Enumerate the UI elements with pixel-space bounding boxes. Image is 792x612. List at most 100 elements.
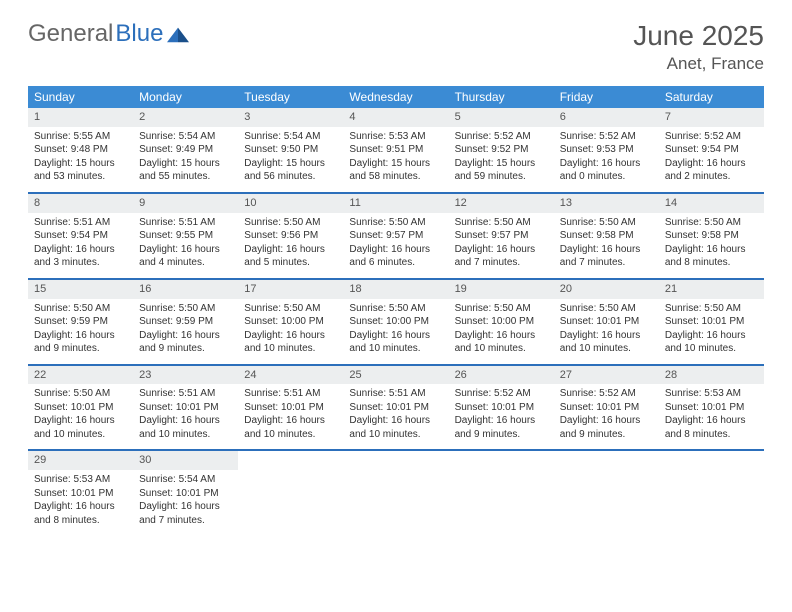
dow-cell: Thursday bbox=[449, 86, 554, 108]
day-body: Sunrise: 5:51 AMSunset: 10:01 PMDaylight… bbox=[133, 384, 238, 449]
day-body: Sunrise: 5:51 AMSunset: 9:54 PMDaylight:… bbox=[28, 213, 133, 278]
day-body: Sunrise: 5:50 AMSunset: 10:01 PMDaylight… bbox=[659, 299, 764, 364]
day-number: 5 bbox=[449, 108, 554, 127]
sunset-line: Sunset: 9:55 PM bbox=[139, 229, 232, 243]
day-cell: 2Sunrise: 5:54 AMSunset: 9:49 PMDaylight… bbox=[133, 108, 238, 192]
week-row: 29Sunrise: 5:53 AMSunset: 10:01 PMDaylig… bbox=[28, 449, 764, 535]
day-number: 20 bbox=[554, 280, 659, 299]
daylight-line: Daylight: 16 hours and 9 minutes. bbox=[560, 414, 653, 441]
sunset-line: Sunset: 10:01 PM bbox=[34, 401, 127, 415]
day-cell: 17Sunrise: 5:50 AMSunset: 10:00 PMDaylig… bbox=[238, 280, 343, 364]
day-cell: 26Sunrise: 5:52 AMSunset: 10:01 PMDaylig… bbox=[449, 366, 554, 450]
day-body: Sunrise: 5:52 AMSunset: 10:01 PMDaylight… bbox=[449, 384, 554, 449]
day-cell bbox=[343, 451, 448, 535]
day-body: Sunrise: 5:50 AMSunset: 10:01 PMDaylight… bbox=[28, 384, 133, 449]
daylight-line: Daylight: 16 hours and 5 minutes. bbox=[244, 243, 337, 270]
sunrise-line: Sunrise: 5:55 AM bbox=[34, 130, 127, 144]
logo-text-gray: General bbox=[28, 20, 113, 48]
sunrise-line: Sunrise: 5:50 AM bbox=[455, 216, 548, 230]
day-cell: 10Sunrise: 5:50 AMSunset: 9:56 PMDayligh… bbox=[238, 194, 343, 278]
sunset-line: Sunset: 9:49 PM bbox=[139, 143, 232, 157]
sunrise-line: Sunrise: 5:52 AM bbox=[560, 130, 653, 144]
day-body bbox=[554, 470, 659, 534]
day-number: 25 bbox=[343, 366, 448, 385]
day-body: Sunrise: 5:52 AMSunset: 10:01 PMDaylight… bbox=[554, 384, 659, 449]
day-number: 2 bbox=[133, 108, 238, 127]
location: Anet, France bbox=[633, 54, 764, 74]
sunrise-line: Sunrise: 5:50 AM bbox=[139, 302, 232, 316]
dow-cell: Tuesday bbox=[238, 86, 343, 108]
day-body: Sunrise: 5:50 AMSunset: 10:00 PMDaylight… bbox=[238, 299, 343, 364]
sunset-line: Sunset: 9:57 PM bbox=[349, 229, 442, 243]
day-body: Sunrise: 5:52 AMSunset: 9:52 PMDaylight:… bbox=[449, 127, 554, 192]
logo-text-blue: Blue bbox=[115, 20, 163, 48]
day-cell: 19Sunrise: 5:50 AMSunset: 10:00 PMDaylig… bbox=[449, 280, 554, 364]
day-cell: 28Sunrise: 5:53 AMSunset: 10:01 PMDaylig… bbox=[659, 366, 764, 450]
day-body: Sunrise: 5:50 AMSunset: 10:00 PMDaylight… bbox=[343, 299, 448, 364]
sunrise-line: Sunrise: 5:51 AM bbox=[34, 216, 127, 230]
day-body: Sunrise: 5:50 AMSunset: 9:59 PMDaylight:… bbox=[28, 299, 133, 364]
day-cell: 18Sunrise: 5:50 AMSunset: 10:00 PMDaylig… bbox=[343, 280, 448, 364]
week-row: 1Sunrise: 5:55 AMSunset: 9:48 PMDaylight… bbox=[28, 108, 764, 192]
day-number: 8 bbox=[28, 194, 133, 213]
day-body: Sunrise: 5:50 AMSunset: 10:00 PMDaylight… bbox=[449, 299, 554, 364]
day-body: Sunrise: 5:55 AMSunset: 9:48 PMDaylight:… bbox=[28, 127, 133, 192]
sunrise-line: Sunrise: 5:51 AM bbox=[139, 216, 232, 230]
day-cell: 1Sunrise: 5:55 AMSunset: 9:48 PMDaylight… bbox=[28, 108, 133, 192]
daylight-line: Daylight: 16 hours and 7 minutes. bbox=[139, 500, 232, 527]
sunset-line: Sunset: 9:56 PM bbox=[244, 229, 337, 243]
sunset-line: Sunset: 9:52 PM bbox=[455, 143, 548, 157]
day-number bbox=[554, 451, 659, 470]
day-cell: 20Sunrise: 5:50 AMSunset: 10:01 PMDaylig… bbox=[554, 280, 659, 364]
daylight-line: Daylight: 16 hours and 3 minutes. bbox=[34, 243, 127, 270]
day-body: Sunrise: 5:50 AMSunset: 9:57 PMDaylight:… bbox=[343, 213, 448, 278]
daylight-line: Daylight: 16 hours and 10 minutes. bbox=[139, 414, 232, 441]
day-body: Sunrise: 5:51 AMSunset: 10:01 PMDaylight… bbox=[238, 384, 343, 449]
sunset-line: Sunset: 10:01 PM bbox=[665, 315, 758, 329]
daylight-line: Daylight: 16 hours and 8 minutes. bbox=[665, 414, 758, 441]
daylight-line: Daylight: 16 hours and 4 minutes. bbox=[139, 243, 232, 270]
day-body: Sunrise: 5:52 AMSunset: 9:54 PMDaylight:… bbox=[659, 127, 764, 192]
day-body: Sunrise: 5:50 AMSunset: 9:58 PMDaylight:… bbox=[659, 213, 764, 278]
day-cell: 5Sunrise: 5:52 AMSunset: 9:52 PMDaylight… bbox=[449, 108, 554, 192]
daylight-line: Daylight: 16 hours and 10 minutes. bbox=[560, 329, 653, 356]
daylight-line: Daylight: 16 hours and 9 minutes. bbox=[139, 329, 232, 356]
daylight-line: Daylight: 16 hours and 0 minutes. bbox=[560, 157, 653, 184]
sunrise-line: Sunrise: 5:51 AM bbox=[349, 387, 442, 401]
sunrise-line: Sunrise: 5:50 AM bbox=[560, 302, 653, 316]
sunrise-line: Sunrise: 5:50 AM bbox=[34, 302, 127, 316]
day-cell: 24Sunrise: 5:51 AMSunset: 10:01 PMDaylig… bbox=[238, 366, 343, 450]
day-cell: 8Sunrise: 5:51 AMSunset: 9:54 PMDaylight… bbox=[28, 194, 133, 278]
day-cell: 30Sunrise: 5:54 AMSunset: 10:01 PMDaylig… bbox=[133, 451, 238, 535]
daylight-line: Daylight: 15 hours and 58 minutes. bbox=[349, 157, 442, 184]
day-body: Sunrise: 5:52 AMSunset: 9:53 PMDaylight:… bbox=[554, 127, 659, 192]
sunrise-line: Sunrise: 5:54 AM bbox=[244, 130, 337, 144]
sunset-line: Sunset: 10:01 PM bbox=[665, 401, 758, 415]
sunrise-line: Sunrise: 5:50 AM bbox=[244, 302, 337, 316]
sunset-line: Sunset: 9:48 PM bbox=[34, 143, 127, 157]
day-body: Sunrise: 5:53 AMSunset: 9:51 PMDaylight:… bbox=[343, 127, 448, 192]
sunrise-line: Sunrise: 5:51 AM bbox=[244, 387, 337, 401]
sunrise-line: Sunrise: 5:54 AM bbox=[139, 130, 232, 144]
sunset-line: Sunset: 9:58 PM bbox=[665, 229, 758, 243]
day-number: 6 bbox=[554, 108, 659, 127]
day-cell: 11Sunrise: 5:50 AMSunset: 9:57 PMDayligh… bbox=[343, 194, 448, 278]
sunset-line: Sunset: 10:00 PM bbox=[349, 315, 442, 329]
daylight-line: Daylight: 16 hours and 10 minutes. bbox=[244, 414, 337, 441]
day-number: 22 bbox=[28, 366, 133, 385]
day-body: Sunrise: 5:51 AMSunset: 10:01 PMDaylight… bbox=[343, 384, 448, 449]
day-number: 19 bbox=[449, 280, 554, 299]
daylight-line: Daylight: 16 hours and 2 minutes. bbox=[665, 157, 758, 184]
day-number: 11 bbox=[343, 194, 448, 213]
day-cell: 4Sunrise: 5:53 AMSunset: 9:51 PMDaylight… bbox=[343, 108, 448, 192]
day-cell: 3Sunrise: 5:54 AMSunset: 9:50 PMDaylight… bbox=[238, 108, 343, 192]
logo-triangle-icon bbox=[167, 25, 189, 43]
title-block: June 2025 Anet, France bbox=[633, 20, 764, 74]
day-cell: 9Sunrise: 5:51 AMSunset: 9:55 PMDaylight… bbox=[133, 194, 238, 278]
sunset-line: Sunset: 9:59 PM bbox=[139, 315, 232, 329]
day-body: Sunrise: 5:51 AMSunset: 9:55 PMDaylight:… bbox=[133, 213, 238, 278]
sunrise-line: Sunrise: 5:52 AM bbox=[455, 387, 548, 401]
day-number: 27 bbox=[554, 366, 659, 385]
sunset-line: Sunset: 9:54 PM bbox=[34, 229, 127, 243]
sunrise-line: Sunrise: 5:51 AM bbox=[139, 387, 232, 401]
